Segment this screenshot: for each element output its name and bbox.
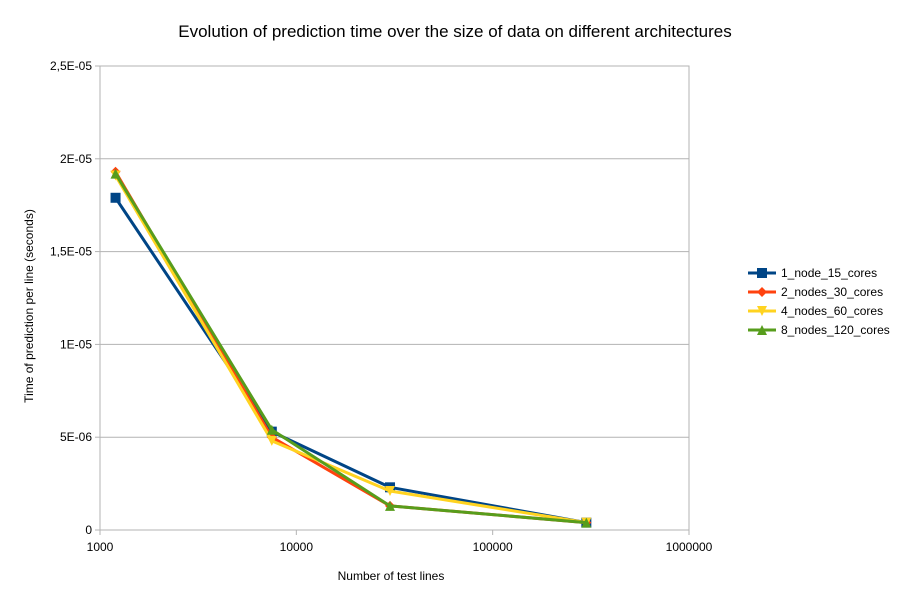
data-point <box>110 192 121 203</box>
legend-item: 8_nodes_120_cores <box>748 323 890 337</box>
y-tick-label: 5E-06 <box>60 430 92 444</box>
x-tick-label: 10000 <box>280 540 314 554</box>
series-line <box>114 172 587 525</box>
x-tick-label: 1000 <box>87 540 114 554</box>
x-tick-label: 100000 <box>473 540 513 554</box>
x-axis-ticks: 1000 10000 100000 1000000 <box>87 530 713 554</box>
legend-label: 2_nodes_30_cores <box>781 285 883 299</box>
data-point <box>385 500 396 511</box>
series-1_node_15_cores <box>110 192 592 528</box>
series-group <box>110 166 592 528</box>
chart-title: Evolution of prediction time over the si… <box>178 22 731 41</box>
y-axis-ticks: 0 5E-06 1E-05 1,5E-05 2E-05 2,5E-05 <box>50 59 100 537</box>
legend-label: 4_nodes_60_cores <box>781 304 883 318</box>
data-point <box>266 435 277 446</box>
legend-marker <box>757 325 767 335</box>
x-axis-label: Number of test lines <box>338 569 445 583</box>
legend-item: 2_nodes_30_cores <box>748 285 883 299</box>
legend-marker <box>757 306 767 316</box>
series-line <box>114 174 587 525</box>
series-4_nodes_60_cores <box>110 170 592 528</box>
data-point <box>110 168 121 179</box>
data-point <box>266 424 277 435</box>
y-axis-label: Time of prediction per line (seconds) <box>22 209 36 403</box>
y-tick-label: 2E-05 <box>60 152 92 166</box>
y-tick-label: 1E-05 <box>60 337 92 351</box>
series-line <box>114 196 587 525</box>
y-tick-label: 2,5E-05 <box>50 59 92 73</box>
legend-item: 4_nodes_60_cores <box>748 304 883 318</box>
plot-area-border <box>99 65 690 531</box>
legend-label: 1_node_15_cores <box>781 266 877 280</box>
y-tick-label: 1,5E-05 <box>50 245 92 259</box>
data-point <box>581 517 592 528</box>
data-point <box>385 486 396 497</box>
x-tick-label: 1000000 <box>666 540 713 554</box>
y-tick-label: 0 <box>85 523 92 537</box>
series-8_nodes_120_cores <box>110 168 592 528</box>
legend-marker <box>757 287 767 297</box>
legend-label: 8_nodes_120_cores <box>781 323 890 337</box>
legend-marker <box>757 268 767 278</box>
legend-item: 1_node_15_cores <box>748 266 877 280</box>
legend: 1_node_15_cores 2_nodes_30_cores 4_nodes_6… <box>748 266 890 337</box>
